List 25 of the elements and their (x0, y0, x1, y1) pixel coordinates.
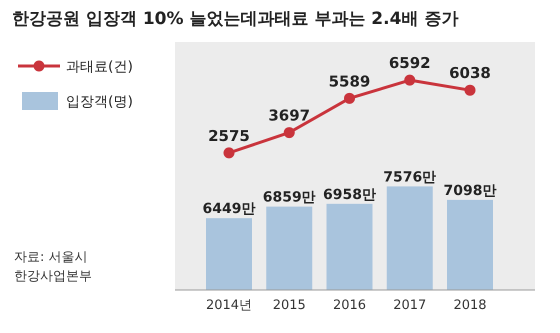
point (224, 147, 234, 158)
x-tick-label: 2018 (453, 298, 487, 313)
data-label: 6449만 (202, 201, 256, 218)
chart-title: 한강공원 입장객 10% 늘었는데과태료 부과는 2.4배 증가 (12, 9, 458, 29)
x-tick-label: 2015 (272, 298, 306, 313)
legend-label: 입장객(명) (66, 94, 133, 110)
point (344, 92, 355, 104)
data-label: 5589 (328, 72, 370, 90)
point (404, 74, 416, 86)
point (464, 84, 476, 96)
data-label: 6592 (388, 54, 431, 72)
point (284, 127, 295, 138)
data-label: 7098만 (444, 182, 496, 199)
data-label: 6859만 (262, 190, 316, 206)
text: 자료: 서울시 (14, 250, 88, 265)
x-tick-label: 2016 (332, 298, 366, 313)
x-tick-label: 2014년 (206, 298, 252, 313)
data-label: 6958만 (323, 186, 376, 203)
data-label: 3697 (268, 106, 310, 125)
text: 한강사업본부 (14, 269, 92, 284)
data-label: 6038 (449, 64, 491, 82)
legend-label: 과태료(건) (66, 59, 133, 75)
x-tick-label: 2017 (393, 298, 426, 313)
data-label: 7576만 (383, 169, 436, 186)
data-label: 2575 (208, 126, 250, 145)
